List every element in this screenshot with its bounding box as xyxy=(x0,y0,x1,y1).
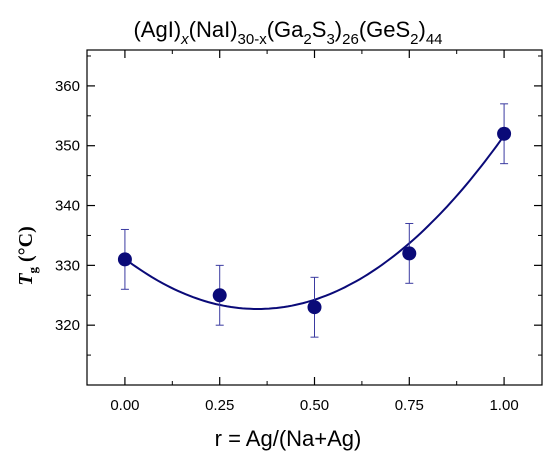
x-tick-label: 0.75 xyxy=(395,397,424,414)
data-point xyxy=(117,252,132,267)
data-point xyxy=(307,300,322,315)
y-tick-label: 320 xyxy=(55,317,80,334)
y-tick-label: 360 xyxy=(55,78,80,95)
x-tick-label: 0.00 xyxy=(110,397,139,414)
x-axis-label: r = Ag/(Na+Ag) xyxy=(215,426,362,451)
x-tick-label: 1.00 xyxy=(489,397,518,414)
axis-ticks xyxy=(87,50,542,385)
x-tick-labels: 0.00 0.25 0.50 0.75 1.00 xyxy=(110,397,518,414)
chart-title: (AgI)x(NaI)30-x(Ga2S3)26(GeS2)44 xyxy=(133,17,442,48)
y-tick-label: 340 xyxy=(55,198,80,215)
y-axis-label: Tg (°C) xyxy=(15,226,40,285)
data-point xyxy=(212,288,227,303)
plot-area xyxy=(86,49,543,386)
data-point xyxy=(497,126,512,141)
data-points xyxy=(117,126,512,315)
data-point xyxy=(402,246,417,261)
x-tick-label: 0.50 xyxy=(300,397,329,414)
y-tick-label: 330 xyxy=(55,257,80,274)
x-tick-label: 0.25 xyxy=(205,397,234,414)
y-tick-label: 350 xyxy=(55,138,80,155)
y-tick-labels: 320 330 340 350 360 xyxy=(55,78,80,334)
